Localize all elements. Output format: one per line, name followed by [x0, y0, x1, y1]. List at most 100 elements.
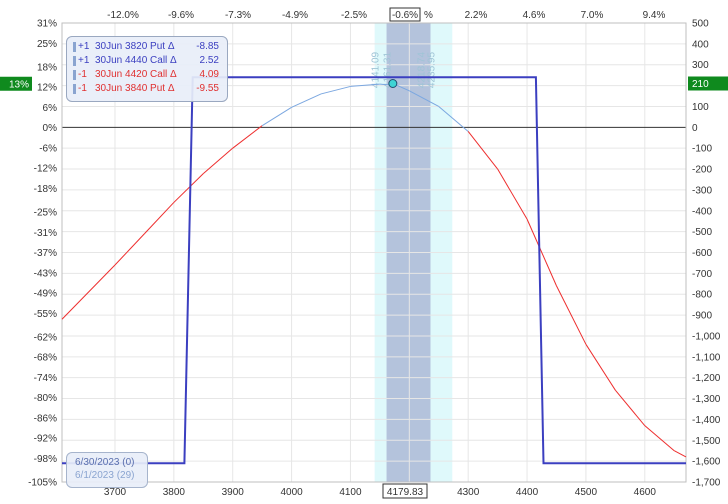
today-curve-segment [291, 93, 322, 108]
top-axis-tick-label: 7.0% [581, 10, 604, 21]
left-axis-tick-label: -62% [34, 332, 57, 343]
right-axis-tick-label: -800 [692, 290, 712, 301]
left-axis-tick-label: -86% [34, 413, 57, 424]
right-axis-tick-label: 400 [692, 39, 709, 50]
today-curve-segment [202, 147, 234, 175]
right-axis-tick-label: -1,000 [692, 331, 721, 342]
current-right-tag [688, 76, 728, 91]
today-curve-segment [673, 450, 687, 458]
legend-delta-value: -8.85 [196, 41, 219, 52]
legend-row[interactable]: +1 30Jun 4440 Call Δ 2.52 [73, 54, 223, 68]
today-curve-segment [497, 168, 528, 220]
today-curve-segment [61, 264, 116, 320]
bottom-axis-tick-label: 3900 [222, 487, 245, 498]
legend-qty: +1 [78, 55, 90, 66]
bottom-axis-tick-label: 3800 [163, 487, 186, 498]
bottom-axis-tick-label: 4300 [457, 487, 480, 498]
date-legend: 6/30/2023 (0) 6/1/2023 (29) [66, 452, 148, 488]
right-axis-tick-label: 100 [692, 102, 709, 113]
left-axis-tick-label: 25% [37, 39, 57, 50]
today-curve-segment [261, 106, 292, 127]
today-curve-segment [644, 425, 675, 452]
today-curve-segment [614, 389, 646, 426]
left-axis-tick-label: -80% [34, 393, 57, 404]
right-axis-tick-label: -1,700 [692, 478, 721, 489]
right-axis-tick-label: -900 [692, 311, 712, 322]
legend-row[interactable]: +1 30Jun 3820 Put Δ -8.85 [73, 40, 223, 54]
right-axis-tick-label: -400 [692, 206, 712, 217]
vertical-marker-label: 4141.09 [371, 51, 382, 88]
legend-delta-value: 2.52 [199, 55, 219, 66]
legend-marker [73, 56, 76, 66]
today-curve-segment [173, 173, 204, 203]
today-curve-segment [114, 233, 145, 266]
top-axis-tick-label: 9.4% [643, 10, 666, 21]
legend-desc: 30Jun 4420 Call Δ [95, 69, 177, 80]
legend-qty: -1 [78, 69, 87, 80]
current-price-box [382, 483, 428, 499]
current-percent-suffix: % [424, 10, 433, 21]
positions-legend: +1 30Jun 3820 Put Δ -8.85 +1 30Jun 4440 … [66, 36, 228, 102]
date-legend-expiration[interactable]: 6/30/2023 (0) [75, 457, 135, 468]
right-axis-tick-label: 500 [692, 19, 709, 30]
bottom-axis-tick-label: 4400 [516, 487, 539, 498]
right-axis-tick-label: 0 [692, 123, 698, 134]
legend-delta-value: -9.55 [196, 83, 219, 94]
legend-desc: 30Jun 3820 Put Δ [95, 41, 175, 52]
vertical-marker-label: 4235.95 [426, 51, 437, 88]
today-curve-segment [526, 218, 557, 287]
left-axis-tick-label: -49% [34, 289, 57, 300]
vertical-marker-label: 4218.74 [416, 51, 427, 88]
legend-row[interactable]: -1 30Jun 3840 Put Δ -9.55 [73, 82, 223, 96]
today-curve-segment [350, 83, 380, 87]
date-legend-today[interactable]: 6/1/2023 (29) [75, 470, 135, 481]
left-axis-tick-label: 18% [37, 62, 57, 73]
legend-marker [73, 70, 76, 80]
top-axis-tick-label: -7.3% [225, 10, 251, 21]
vertical-marker-label: 4161.31 [383, 51, 394, 88]
right-axis-tick-label: -100 [692, 144, 712, 155]
top-axis-tick-label: 4.6% [523, 10, 546, 21]
today-curve-segment [585, 344, 616, 391]
legend-marker [73, 84, 76, 94]
bottom-axis-tick-label: 4100 [339, 487, 362, 498]
legend-marker [73, 42, 76, 52]
right-axis-tick-label: -700 [692, 269, 712, 280]
right-axis-tick-label: -1,400 [692, 415, 721, 426]
left-axis-tick-label: -55% [34, 309, 57, 320]
left-axis-tick-label: -18% [34, 184, 57, 195]
bottom-axis-tick-label: 4600 [634, 487, 657, 498]
left-axis-tick-label: -74% [34, 373, 57, 384]
legend-row[interactable]: -1 30Jun 4420 Call Δ 4.09 [73, 68, 223, 82]
left-axis-tick-label: -37% [34, 248, 57, 259]
right-axis-tick-label: -1,100 [692, 352, 721, 363]
right-axis-tick-label: 300 [692, 60, 709, 71]
today-curve-segment [556, 285, 587, 345]
left-axis-tick-label: -105% [28, 478, 57, 489]
left-axis-tick-label: -12% [34, 164, 57, 175]
today-curve-segment [409, 90, 439, 107]
current-position-marker [388, 79, 398, 89]
top-axis-tick-label: -4.9% [282, 10, 308, 21]
bottom-axis-tick-label: 3700 [104, 487, 127, 498]
left-axis-tick-label: -31% [34, 228, 57, 239]
left-axis-tick-label: 31% [37, 19, 57, 30]
today-curve-segment [467, 131, 499, 170]
left-axis-tick-label: 12% [37, 83, 57, 94]
current-percent-label: -0.6% [392, 10, 418, 21]
right-axis-tick-label: -600 [692, 248, 712, 259]
today-curve-segment [397, 85, 410, 92]
right-axis-tick-label: -1,200 [692, 373, 721, 384]
today-curve-segment [232, 125, 263, 149]
left-axis-tick-label: -25% [34, 208, 57, 219]
top-axis-tick-label: 2.2% [465, 10, 488, 21]
top-axis-tick-label: -9.6% [168, 10, 194, 21]
left-axis-tick-label: 0% [43, 123, 58, 134]
left-axis-tick-label: -92% [34, 434, 57, 445]
current-left-tag [0, 76, 32, 91]
current-left-tag-label: 13% [9, 79, 29, 90]
right-axis-tick-label: -500 [692, 227, 712, 238]
left-axis-tick-label: -98% [34, 454, 57, 465]
